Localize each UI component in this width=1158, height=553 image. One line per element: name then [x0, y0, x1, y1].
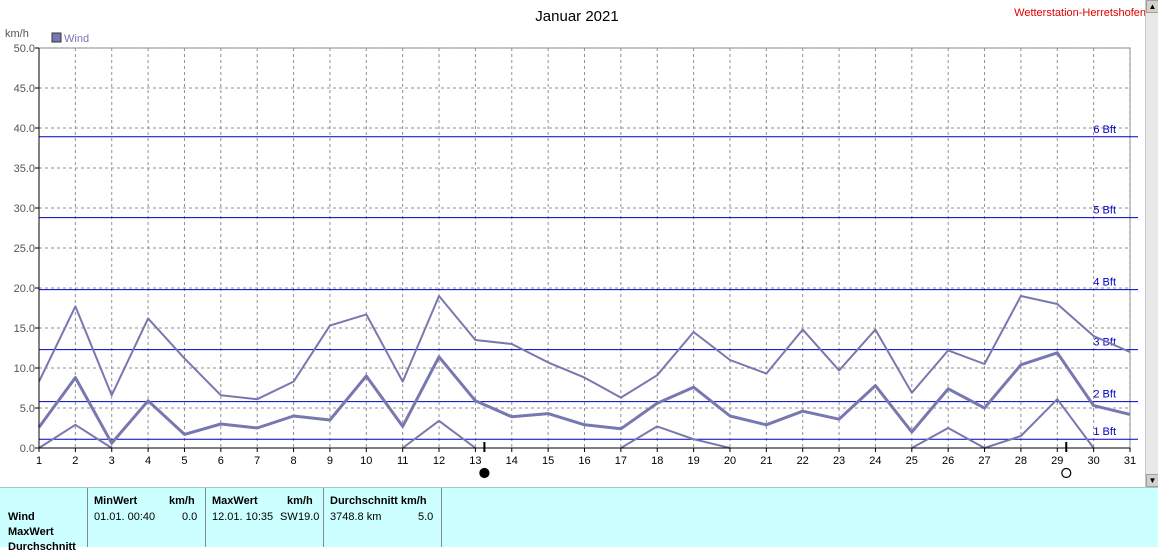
- y-tick-label: 25.0: [14, 243, 35, 255]
- series-line-max: [38, 295, 1131, 401]
- max-unit: km/h: [287, 495, 313, 507]
- beaufort-label: 6 Bft: [1093, 124, 1116, 136]
- x-tick-label: 30: [1088, 455, 1100, 467]
- x-tick-label: 10: [360, 455, 372, 467]
- x-tick-label: 25: [906, 455, 918, 467]
- x-tick-label: 6: [218, 455, 224, 467]
- scroll-up-arrow-icon[interactable]: ▲: [1146, 0, 1158, 13]
- x-tick-label: 3: [109, 455, 115, 467]
- full-moon-icon: [1061, 467, 1072, 479]
- x-tick-label: 26: [942, 455, 954, 467]
- beaufort-label: 1 Bft: [1093, 426, 1116, 438]
- y-axis-unit: km/h: [5, 28, 29, 40]
- x-tick-label: 14: [506, 455, 518, 467]
- x-tick-label: 21: [760, 455, 772, 467]
- beaufort-label: 5 Bft: [1093, 205, 1116, 217]
- max-direction: SW: [280, 511, 298, 523]
- vertical-scrollbar[interactable]: ▲ ▼: [1145, 0, 1158, 487]
- x-tick-label: 27: [978, 455, 990, 467]
- y-tick-label: 40.0: [14, 123, 35, 135]
- min-header: MinWert: [94, 495, 138, 507]
- x-tick-label: 15: [542, 455, 554, 467]
- min-unit: km/h: [169, 495, 195, 507]
- series-line-avg: [37, 351, 1131, 445]
- x-tick-label: 23: [833, 455, 845, 467]
- x-tick-label: 12: [433, 455, 445, 467]
- x-tick-label: 18: [651, 455, 663, 467]
- legend-swatch: [51, 32, 62, 43]
- avg-distance: 3748.8 km: [330, 511, 382, 523]
- y-tick-label: 35.0: [14, 163, 35, 175]
- row-label-avg: Durchschnitt: [8, 541, 76, 553]
- min-time: 01.01. 00:40: [94, 511, 156, 523]
- y-tick-label: 15.0: [14, 323, 35, 335]
- x-tick-label: 19: [687, 455, 699, 467]
- x-tick-label: 8: [291, 455, 297, 467]
- station-name: Wetterstation-Herretshofen: [1014, 7, 1145, 19]
- max-time: 12.01. 10:35: [212, 511, 274, 523]
- chart-title: Januar 2021: [535, 8, 618, 25]
- x-tick-label: 2: [72, 455, 78, 467]
- scroll-down-arrow-icon[interactable]: ▼: [1146, 474, 1158, 487]
- x-tick-label: 7: [254, 455, 260, 467]
- beaufort-label: 2 Bft: [1093, 389, 1116, 401]
- beaufort-label: 4 Bft: [1093, 277, 1116, 289]
- x-tick-label: 24: [869, 455, 881, 467]
- row-label-wind: Wind: [8, 511, 35, 523]
- avg-header: Durchschnitt km/h: [330, 495, 427, 507]
- legend-label: Wind: [64, 33, 89, 45]
- series-line-min: [38, 398, 1095, 449]
- min-value: 0.0: [182, 511, 198, 523]
- y-tick-label: 50.0: [14, 43, 35, 55]
- x-tick-label: 11: [397, 455, 408, 467]
- x-tick-label: 20: [724, 455, 736, 467]
- x-tick-label: 5: [181, 455, 187, 467]
- max-header: MaxWert: [212, 495, 258, 507]
- row-label-max: MaxWert: [8, 526, 54, 538]
- y-tick-label: 10.0: [14, 363, 35, 375]
- x-tick-label: 9: [327, 455, 333, 467]
- y-tick-label: 20.0: [14, 283, 35, 295]
- x-tick-label: 29: [1051, 455, 1063, 467]
- x-tick-label: 28: [1015, 455, 1027, 467]
- y-tick-label: 45.0: [14, 83, 35, 95]
- avg-value: 5.0: [418, 511, 434, 523]
- x-tick-label: 16: [578, 455, 590, 467]
- x-tick-label: 17: [615, 455, 627, 467]
- y-tick-label: 0.0: [20, 443, 35, 455]
- y-tick-label: 5.0: [20, 403, 35, 415]
- x-tick-label: 13: [469, 455, 481, 467]
- x-tick-label: 4: [145, 455, 151, 467]
- x-tick-label: 22: [797, 455, 809, 467]
- y-tick-label: 30.0: [14, 203, 35, 215]
- statistics-panel: Wind MaxWert Durchschnitt MinWert km/h 0…: [0, 487, 1158, 553]
- wind-chart: Januar 2021 Wetterstation-Herretshofen k…: [5, 7, 1145, 479]
- x-tick-label: 31: [1124, 455, 1136, 467]
- x-tick-label: 1: [36, 455, 42, 467]
- max-value: 19.0: [298, 511, 320, 523]
- new-moon-icon: [479, 467, 490, 479]
- beaufort-label: 3 Bft: [1093, 337, 1116, 349]
